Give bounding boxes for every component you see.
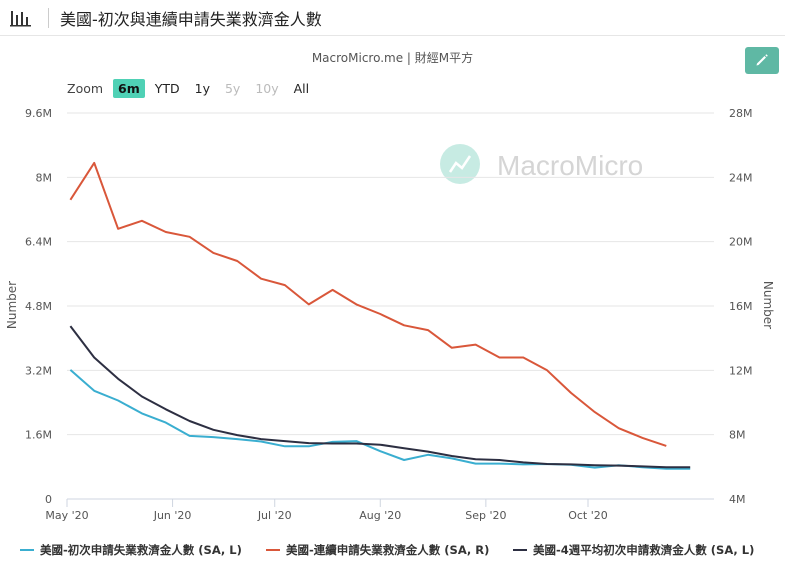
header-separator: [48, 8, 49, 28]
legend-item-continuing-claims[interactable]: 美國-連續申請失業救濟金人數 (SA, R): [266, 542, 489, 558]
x-tick-label: May '20: [45, 509, 88, 522]
series-line-1[interactable]: [69, 161, 667, 447]
header-bar: 美國-初次與連續申請失業救濟金人數: [0, 0, 785, 36]
legend-swatch: [513, 548, 527, 551]
right-tick-label: 20M: [729, 236, 753, 249]
x-tick-label: Oct '20: [568, 509, 608, 522]
left-tick-label: 9.6M: [25, 107, 52, 120]
left-tick-label: 4.8M: [25, 300, 52, 313]
zoom-label: Zoom: [67, 81, 104, 96]
right-tick-label: 24M: [729, 171, 753, 184]
line-chart: MacroMicro 0 1.6M 3.2M 4.8M 6.4M 8M 9.6M 4M 8M 1…: [5, 107, 775, 522]
legend-item-4week-average[interactable]: 美國-4週平均初次申請救濟金人數 (SA, L): [513, 542, 754, 558]
bar-chart-icon[interactable]: [10, 9, 32, 27]
right-tick-label: 16M: [729, 300, 753, 313]
right-tick-label: 12M: [729, 364, 753, 377]
zoom-6m-button[interactable]: 6m: [113, 79, 145, 98]
watermark: MacroMicro: [440, 144, 643, 184]
edit-button[interactable]: [745, 47, 779, 74]
legend: 美國-初次申請失業救濟金人數 (SA, L) 美國-連續申請失業救濟金人數 (S…: [0, 540, 785, 560]
left-axis-label: Number: [5, 281, 19, 329]
page-title: 美國-初次與連續申請失業救濟金人數: [60, 10, 322, 29]
grid-lines: [67, 112, 714, 500]
zoom-all-button[interactable]: All: [293, 81, 310, 96]
x-tick-label: Sep '20: [465, 509, 506, 522]
zoom-10y-button[interactable]: 10y: [255, 81, 279, 96]
legend-swatch: [20, 548, 34, 551]
right-tick-label: 8M: [729, 429, 746, 442]
right-axis-ticks: 4M 8M 12M 16M 20M 24M 28M: [729, 107, 753, 506]
right-tick-label: 28M: [729, 107, 753, 120]
left-tick-label: 8M: [36, 171, 53, 184]
zoom-selector: Zoom 6m YTD 1y 5y 10y All: [67, 79, 315, 98]
x-tick-label: Jun '20: [153, 509, 192, 522]
x-tick-label: Aug '20: [359, 509, 401, 522]
left-tick-label: 0: [45, 493, 52, 506]
zoom-ytd-button[interactable]: YTD: [154, 81, 180, 96]
legend-label: 美國-4週平均初次申請救濟金人數 (SA, L): [533, 543, 755, 557]
left-tick-label: 3.2M: [25, 364, 52, 377]
series-line-0[interactable]: [69, 369, 691, 470]
zoom-5y-button[interactable]: 5y: [224, 81, 241, 96]
legend-swatch: [266, 548, 280, 551]
x-tick-label: Jul '20: [257, 509, 292, 522]
pencil-icon: [756, 54, 768, 66]
legend-label: 美國-初次申請失業救濟金人數 (SA, L): [40, 543, 242, 557]
legend-item-initial-claims[interactable]: 美國-初次申請失業救濟金人數 (SA, L): [20, 542, 242, 558]
chart-source: MacroMicro.me | 財經M平方: [311, 51, 474, 65]
zoom-1y-button[interactable]: 1y: [194, 81, 210, 96]
left-tick-label: 6.4M: [25, 236, 52, 249]
legend-label: 美國-連續申請失業救濟金人數 (SA, R): [286, 543, 490, 557]
right-tick-label: 4M: [729, 493, 746, 506]
left-axis-ticks: 0 1.6M 3.2M 4.8M 6.4M 8M 9.6M: [25, 107, 52, 506]
watermark-text: MacroMicro: [497, 150, 643, 181]
series-line-2[interactable]: [69, 325, 691, 469]
left-tick-label: 1.6M: [25, 429, 52, 442]
right-axis-label: Number: [761, 281, 775, 329]
x-axis-ticks: May '20 Jun '20 Jul '20 Aug '20 Sep '20 Oct '…: [45, 499, 608, 522]
series-lines: [69, 161, 691, 470]
